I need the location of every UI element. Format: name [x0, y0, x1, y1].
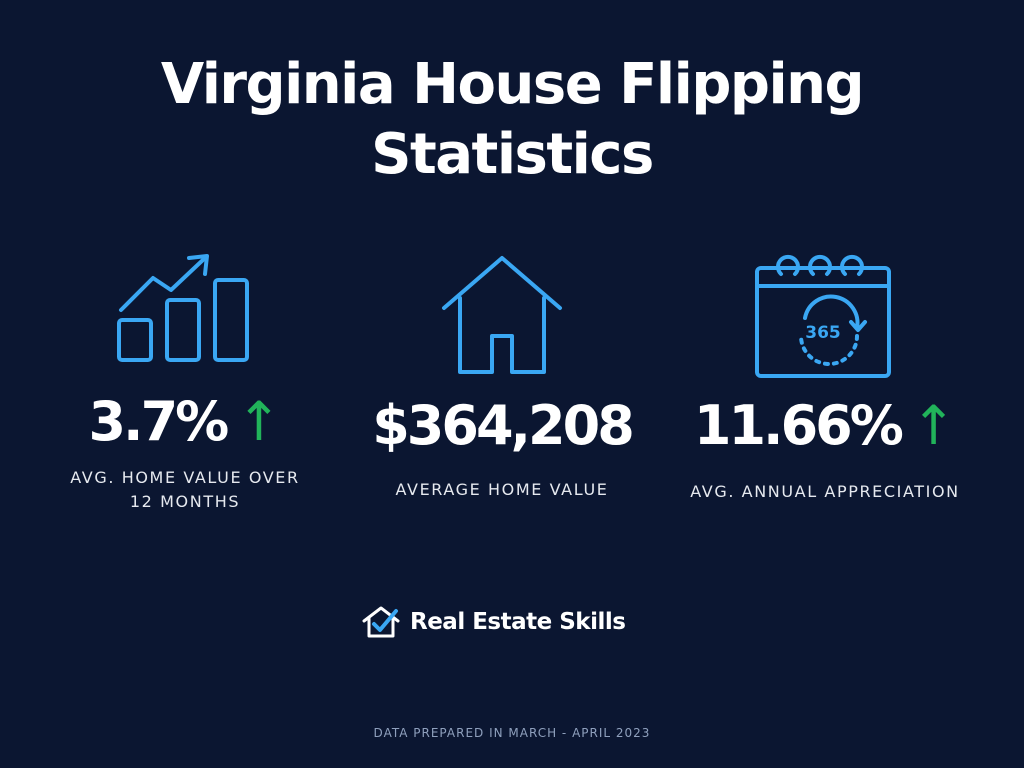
page-title-line-1: Virginia House Flipping — [160, 52, 865, 117]
stat-value-average-home-value: $364,208 — [357, 394, 647, 457]
page-title-line-2: Statistics — [371, 122, 654, 187]
stat-average-home-value: $364,208 AVERAGE HOME VALUE — [357, 250, 647, 530]
trend-up-arrow-icon: ↑ — [236, 390, 282, 453]
bar-chart-growth-icon — [117, 254, 249, 362]
stat-label-line-1: AVG. ANNUAL APPRECIATION — [690, 482, 960, 501]
house-icon — [442, 256, 562, 374]
stat-label-line-2: 12 MONTHS — [129, 492, 241, 511]
calendar-365-icon: 365 — [755, 254, 891, 378]
stat-value-text: 3.7% — [88, 390, 229, 453]
stat-label-line-1: AVG. HOME VALUE OVER — [70, 468, 300, 487]
data-date-footnote: DATA PREPARED IN MARCH - APRIL 2023 — [373, 726, 651, 740]
stat-label-annual-appreciation: AVG. ANNUAL APPRECIATION — [675, 480, 975, 504]
calendar-365-label: 365 — [805, 323, 841, 343]
stat-value-text: $364,208 — [372, 394, 635, 457]
house-check-logo-icon — [362, 606, 400, 638]
stat-home-value-change: 3.7% ↑ AVG. HOME VALUE OVER 12 MONTHS — [40, 250, 330, 530]
stat-label-home-value-change: AVG. HOME VALUE OVER 12 MONTHS — [40, 466, 330, 514]
brand-name: Real Estate Skills — [410, 609, 626, 635]
stat-label-average-home-value: AVERAGE HOME VALUE — [357, 478, 647, 502]
trend-up-arrow-icon: ↑ — [910, 394, 957, 457]
stat-label-line-1: AVERAGE HOME VALUE — [395, 480, 609, 499]
stat-value-home-value-change: 3.7% ↑ — [40, 390, 330, 453]
page-title: Virginia House Flipping Statistics — [0, 50, 1024, 190]
brand-logo: Real Estate Skills — [362, 604, 626, 640]
stat-value-text: 11.66% — [693, 394, 904, 457]
stat-annual-appreciation: 365 11.66% ↑ AVG. ANNUAL APPRECIATION — [675, 250, 975, 530]
stat-value-annual-appreciation: 11.66% ↑ — [675, 394, 975, 457]
